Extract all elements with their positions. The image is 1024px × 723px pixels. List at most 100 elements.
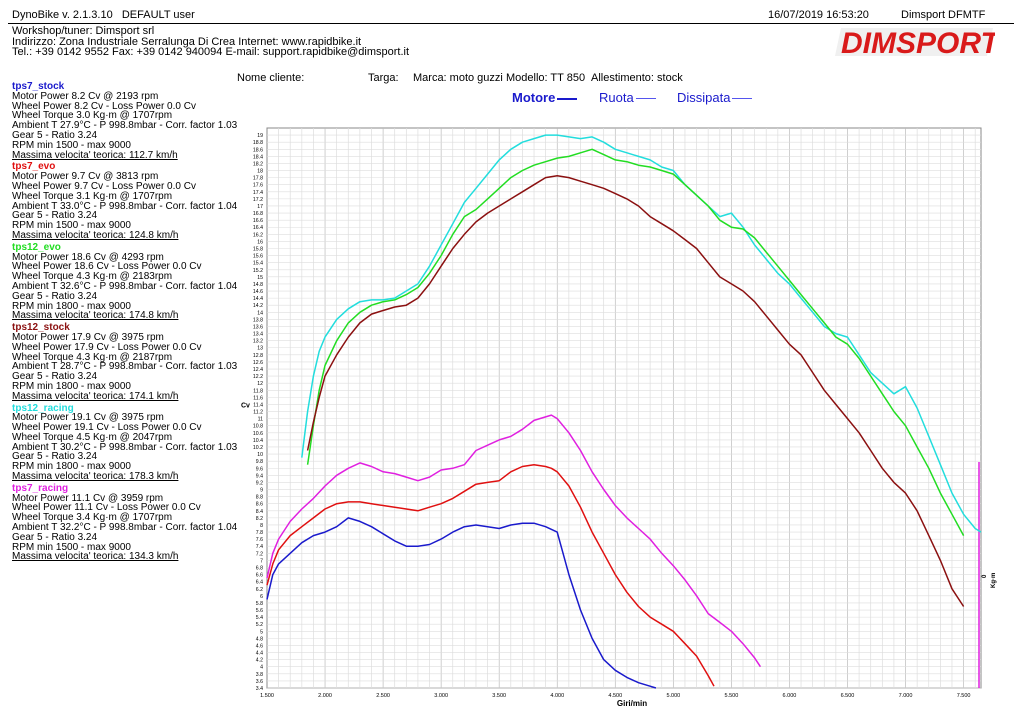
run-detail-line: Wheel Torque 3.4 Kg·m @ 1707rpm <box>12 512 173 524</box>
y-tick-label: 15.8 <box>253 247 263 253</box>
y-tick-label: 9.8 <box>256 459 263 465</box>
legend-ruota[interactable]: Ruota <box>599 90 656 105</box>
run-detail-line: Ambient T 27.9°C - P 998.8mbar - Corr. f… <box>12 120 238 132</box>
x-tick-label: 7.500 <box>957 693 971 699</box>
y-tick-label: 3.6 <box>256 679 263 685</box>
run-detail-line: Gear 5 - Ratio 3.24 <box>12 290 98 302</box>
plot-area <box>266 127 982 689</box>
run-detail-line: Gear 5 - Ratio 3.24 <box>12 210 98 222</box>
run-detail-line: RPM min 1500 - max 9000 <box>12 541 131 553</box>
y-tick-label: 15.4 <box>253 261 263 267</box>
y-tick-label: 12 <box>257 381 263 387</box>
y-tick-label: 8 <box>260 523 263 529</box>
y-tick-label: 9.6 <box>256 466 263 472</box>
legend-motore[interactable]: Motore <box>512 90 578 105</box>
y-tick-label: 4.6 <box>256 643 263 649</box>
run-detail-line: Ambient T 28.7°C - P 998.8mbar - Corr. f… <box>12 361 238 373</box>
datetime: 16/07/2019 16:53:20 <box>768 9 869 21</box>
run-detail-line: Wheel Power 11.1 Cv - Loss Power 0.0 Cv <box>12 502 201 514</box>
y-tick-label: 4.8 <box>256 636 263 642</box>
y-tick-label: 18.8 <box>253 140 263 146</box>
run-detail-line: Motor Power 11.1 Cv @ 3959 rpm <box>12 492 164 504</box>
run-max-speed: Massima velocita' teorica: 178.3 km/h <box>12 471 179 483</box>
x-tick-label: 3.000 <box>434 693 448 699</box>
y-tick-label: 11.6 <box>253 395 263 401</box>
legend-dissipata-label: Dissipata <box>677 90 731 105</box>
y-tick-label: 17.4 <box>253 190 263 196</box>
legend-ruota-label: Ruota <box>599 90 634 105</box>
y-tick-label: 12.2 <box>253 374 263 380</box>
y-tick-label: 6.4 <box>256 580 263 586</box>
y-tick-label: 5.4 <box>256 615 263 621</box>
run-title: tps7_evo <box>12 161 56 173</box>
x-tick-label: 6.000 <box>783 693 797 699</box>
y-tick-label: 17.2 <box>253 197 263 203</box>
run-detail-line: Gear 5 - Ratio 3.24 <box>12 531 98 543</box>
run-detail-line: RPM min 1500 - max 9000 <box>12 220 131 232</box>
y-tick-label: 7.6 <box>256 537 263 543</box>
run-detail-line: Motor Power 19.1 Cv @ 3975 rpm <box>12 412 164 424</box>
y-tick-label: 15 <box>257 275 263 281</box>
y-tick-label: 19 <box>257 133 263 139</box>
series-line-tps7_racing <box>266 414 762 668</box>
plate-label: Targa: <box>368 72 399 84</box>
y-tick-label: 15.6 <box>253 254 263 260</box>
series-line-tps12_racing <box>301 134 982 533</box>
run-detail-line: Ambient T 32.2°C - P 998.8mbar - Corr. f… <box>12 522 238 534</box>
run-block-tps12_racing: tps12_racing Motor Power 19.1 Cv @ 3975 r… <box>12 403 238 483</box>
dimsport-logo: DIMSPORT <box>835 26 1001 60</box>
y-tick-label: 5 <box>260 629 263 635</box>
app-version-text: DynoBike v. 2.1.3.10 <box>12 9 113 21</box>
run-detail-line: Gear 5 - Ratio 3.24 <box>12 451 98 463</box>
x-tick-label: 4.000 <box>550 693 564 699</box>
x-tick-label: 3.500 <box>492 693 506 699</box>
y-tick-label: 8.8 <box>256 495 263 501</box>
run-detail-line: Ambient T 30.2°C - P 998.8mbar - Corr. f… <box>12 441 238 453</box>
client-label: Nome cliente: <box>237 72 305 84</box>
run-detail-line: Ambient T 32.6°C - P 998.8mbar - Corr. f… <box>12 280 238 292</box>
run-block-tps7_stock: tps7_stock Motor Power 8.2 Cv @ 2193 rpm W… <box>12 82 237 160</box>
x-tick-label: 2.500 <box>376 693 390 699</box>
run-detail-line: Wheel Torque 4.3 Kg·m @ 2183rpm <box>12 271 173 283</box>
run-detail-line: RPM min 1800 - max 9000 <box>12 461 131 473</box>
y-tick-label: 14.4 <box>253 296 263 302</box>
y-tick-label: 9 <box>260 488 263 494</box>
y-tick-label: 17 <box>257 204 263 210</box>
workshop-line: Workshop/tuner: Dimsport srl <box>12 25 155 37</box>
y-tick-label: 13.8 <box>253 317 263 323</box>
x-tick-label: 2.000 <box>318 693 332 699</box>
y-tick-label: 7.8 <box>256 530 263 536</box>
y-tick-label: 18 <box>257 169 263 175</box>
y-tick-label: 10.8 <box>253 424 263 430</box>
address-line: Indirizzo: Zona Industriale Serralunga D… <box>12 36 362 48</box>
right-axis-zero-label: 0 <box>982 574 988 578</box>
x-tick-label: 5.500 <box>725 693 739 699</box>
y-tick-label: 3.4 <box>256 686 263 692</box>
y-tick-label: 4 <box>260 665 263 671</box>
run-detail-line: Wheel Power 9.7 Cv - Loss Power 0.0 Cv <box>12 180 196 192</box>
y-axis-label: Cv <box>241 402 250 409</box>
x-tick-label: 6.500 <box>841 693 855 699</box>
y-tick-label: 11.8 <box>253 388 263 394</box>
series-line-tps7_stock <box>266 517 657 689</box>
x-tick-label: 4.500 <box>608 693 622 699</box>
user-text: DEFAULT user <box>121 9 195 21</box>
run-block-tps12_stock: tps12_stock Motor Power 17.9 Cv @ 3975 rp… <box>12 323 237 401</box>
brand-label: Marca: moto guzzi <box>413 72 503 84</box>
run-max-speed: Massima velocita' teorica: 174.8 km/h <box>12 310 179 322</box>
model-label: Modello: TT 850 <box>506 72 586 84</box>
y-tick-label: 17.8 <box>253 176 263 182</box>
run-block-tps12_evo: tps12_evo Motor Power 18.6 Cv @ 4293 rpm W… <box>12 242 238 322</box>
y-tick-label: 3.8 <box>256 672 263 678</box>
run-detail-line: RPM min 1500 - max 9000 <box>12 139 131 151</box>
y-tick-label: 5.6 <box>256 608 263 614</box>
y-tick-label: 6.2 <box>256 587 263 593</box>
legend-dissipata[interactable]: Dissipata <box>677 90 753 105</box>
run-max-speed: Massima velocita' teorica: 134.3 km/h <box>12 551 179 563</box>
y-tick-label: 18.6 <box>253 147 263 153</box>
run-detail-line: Motor Power 17.9 Cv @ 3975 rpm <box>12 331 164 343</box>
y-tick-label: 10.4 <box>253 438 263 444</box>
run-block-tps7_evo: tps7_evo Motor Power 9.7 Cv @ 3813 rpm Whe… <box>12 162 237 240</box>
y-tick-label: 14.2 <box>253 303 263 309</box>
